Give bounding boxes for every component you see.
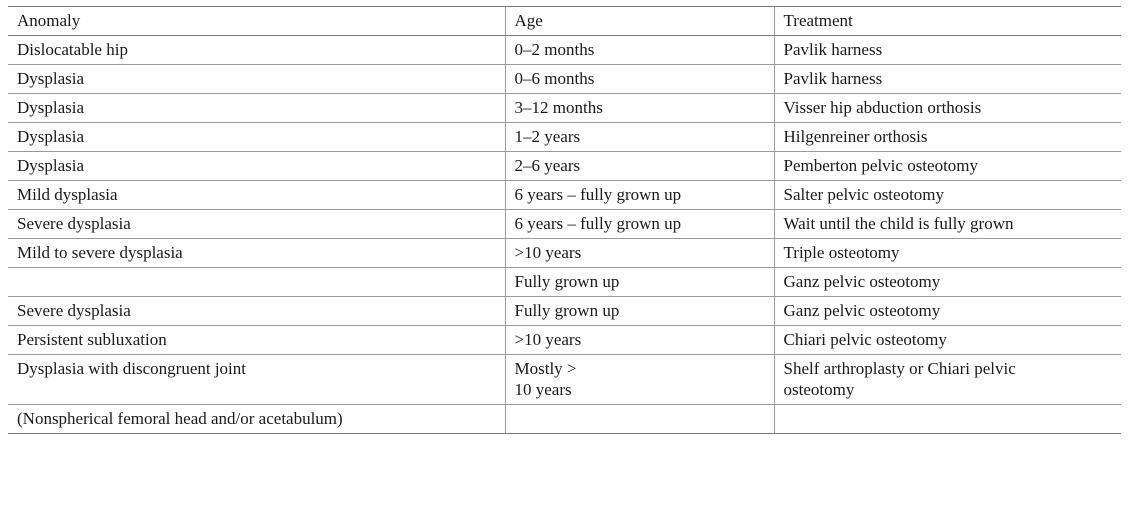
cell-age: >10 years bbox=[504, 238, 774, 268]
cell-anomaly: Dysplasia with discongruent joint bbox=[8, 354, 505, 405]
table-row: Persistent subluxation >10 years Chiari … bbox=[8, 325, 1121, 355]
cell-age: 0–2 months bbox=[504, 35, 774, 65]
cell-age: Fully grown up bbox=[504, 267, 774, 297]
cell-age: >10 years bbox=[504, 325, 774, 355]
cell-anomaly: Severe dysplasia bbox=[8, 209, 505, 239]
table-row: Severe dysplasia Fully grown up Ganz pel… bbox=[8, 296, 1121, 326]
cell-treatment: Chiari pelvic osteotomy bbox=[773, 325, 1121, 355]
cell-treatment bbox=[773, 404, 1121, 434]
table-row: Fully grown up Ganz pelvic osteotomy bbox=[8, 267, 1121, 297]
cell-age: 3–12 months bbox=[504, 93, 774, 123]
table-row: Mild to severe dysplasia >10 years Tripl… bbox=[8, 238, 1121, 268]
header-anomaly: Anomaly bbox=[8, 6, 505, 36]
header-treatment: Treatment bbox=[773, 6, 1121, 36]
cell-treatment: Pemberton pelvic osteotomy bbox=[773, 151, 1121, 181]
cell-anomaly: Dislocatable hip bbox=[8, 35, 505, 65]
cell-treatment: Pavlik harness bbox=[773, 35, 1121, 65]
cell-treatment: Ganz pelvic osteotomy bbox=[773, 267, 1121, 297]
cell-anomaly: Dysplasia bbox=[8, 151, 505, 181]
table-header: Anomaly Age Treatment bbox=[8, 6, 1121, 36]
cell-treatment: Shelf arthroplasty or Chiari pelvic oste… bbox=[773, 354, 1121, 405]
cell-anomaly: Dysplasia bbox=[8, 122, 505, 152]
cell-treatment: Visser hip abduction orthosis bbox=[773, 93, 1121, 123]
cell-anomaly: Mild dysplasia bbox=[8, 180, 505, 210]
cell-anomaly: Severe dysplasia bbox=[8, 296, 505, 326]
table-row: Dysplasia 2–6 years Pemberton pelvic ost… bbox=[8, 151, 1121, 181]
cell-treatment: Ganz pelvic osteotomy bbox=[773, 296, 1121, 326]
cell-age: 0–6 months bbox=[504, 64, 774, 94]
cell-anomaly: (Nonspherical femoral head and/or acetab… bbox=[8, 404, 505, 434]
cell-treatment: Hilgenreiner orthosis bbox=[773, 122, 1121, 152]
cell-age: 1–2 years bbox=[504, 122, 774, 152]
table-row: Severe dysplasia 6 years – fully grown u… bbox=[8, 209, 1121, 239]
table-row: Dysplasia 0–6 months Pavlik harness bbox=[8, 64, 1121, 94]
header-age: Age bbox=[504, 6, 774, 36]
table-row: Dysplasia 1–2 years Hilgenreiner orthosi… bbox=[8, 122, 1121, 152]
cell-anomaly bbox=[8, 267, 505, 297]
table-row: Dysplasia with discongruent joint Mostly… bbox=[8, 354, 1121, 405]
cell-treatment: Triple osteotomy bbox=[773, 238, 1121, 268]
treatment-table: Anomaly Age Treatment Dislocatable hip 0… bbox=[8, 6, 1121, 434]
cell-anomaly: Dysplasia bbox=[8, 64, 505, 94]
cell-anomaly: Mild to severe dysplasia bbox=[8, 238, 505, 268]
table-row: Dysplasia 3–12 months Visser hip abducti… bbox=[8, 93, 1121, 123]
cell-age: Mostly > 10 years bbox=[504, 354, 774, 405]
cell-age: 6 years – fully grown up bbox=[504, 209, 774, 239]
cell-anomaly: Persistent subluxation bbox=[8, 325, 505, 355]
table-row: Mild dysplasia 6 years – fully grown up … bbox=[8, 180, 1121, 210]
table-row: (Nonspherical femoral head and/or acetab… bbox=[8, 404, 1121, 434]
header-row: Anomaly Age Treatment bbox=[8, 6, 1121, 36]
cell-age bbox=[504, 404, 774, 434]
cell-treatment: Pavlik harness bbox=[773, 64, 1121, 94]
table-row: Dislocatable hip 0–2 months Pavlik harne… bbox=[8, 35, 1121, 65]
cell-treatment: Wait until the child is fully grown bbox=[773, 209, 1121, 239]
cell-anomaly: Dysplasia bbox=[8, 93, 505, 123]
cell-age: Fully grown up bbox=[504, 296, 774, 326]
table-body: Dislocatable hip 0–2 months Pavlik harne… bbox=[8, 35, 1121, 434]
cell-treatment: Salter pelvic osteotomy bbox=[773, 180, 1121, 210]
cell-age: 6 years – fully grown up bbox=[504, 180, 774, 210]
cell-age: 2–6 years bbox=[504, 151, 774, 181]
